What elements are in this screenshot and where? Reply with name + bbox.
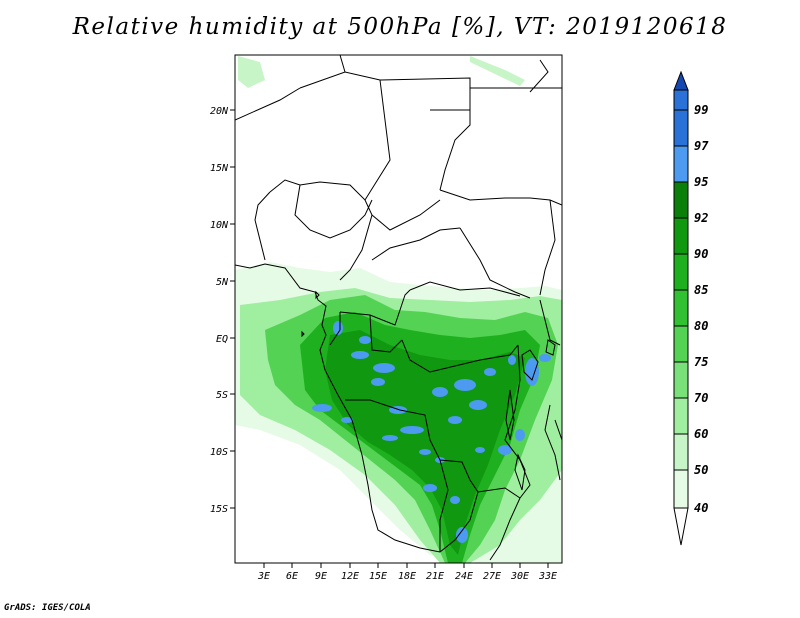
lon-axis: 3E 6E 9E 12E 15E 18E 21E 24E 27E 30E 33E xyxy=(257,563,557,582)
lat-label-15s: 15S xyxy=(210,504,228,515)
lat-label-5n: 5N xyxy=(216,277,229,288)
lon-label-9e: 9E xyxy=(315,571,327,582)
humidity-field xyxy=(235,56,562,563)
colorbar-swatch-70 xyxy=(673,361,689,399)
colorbar-swatch-50 xyxy=(673,433,689,471)
colorbar-label-70: 70 xyxy=(694,391,708,405)
lat-label-10s: 10S xyxy=(210,447,228,458)
colorbar-swatch-97 xyxy=(673,109,689,147)
colorbar-label-99: 99 xyxy=(694,103,708,117)
lon-label-15e: 15E xyxy=(369,571,387,582)
colorbar-swatch-97-99 xyxy=(673,89,689,111)
lon-label-18e: 18E xyxy=(398,571,416,582)
lat-label-15n: 15N xyxy=(210,163,229,174)
colorbar-swatch-92 xyxy=(673,181,689,219)
map-frame xyxy=(234,54,563,564)
colorbar-swatch-60 xyxy=(673,397,689,435)
colorbar-label-75: 75 xyxy=(694,355,708,369)
colorbar-label-95: 95 xyxy=(694,175,708,189)
colorbar-swatch-40 xyxy=(673,469,689,509)
lon-label-12e: 12E xyxy=(341,571,359,582)
lon-label-6e: 6E xyxy=(286,571,298,582)
colorbar-swatch-80 xyxy=(673,289,689,327)
lon-label-33e: 33E xyxy=(538,571,557,582)
lon-label-3e: 3E xyxy=(257,571,270,582)
colorbar-label-92: 92 xyxy=(694,211,708,225)
colorbar-label-97: 97 xyxy=(694,139,709,153)
colorbar-label-80: 80 xyxy=(694,319,708,333)
colorbar-label-60: 60 xyxy=(694,427,708,441)
rh-95-patches xyxy=(312,321,551,543)
lat-label-5s: 5S xyxy=(216,390,228,401)
colorbar-label-90: 90 xyxy=(694,247,708,261)
lon-label-24e: 24E xyxy=(455,571,473,582)
chart-title: Relative humidity at 500hPa [%], VT: 201… xyxy=(72,14,728,40)
colorbar-swatch-85 xyxy=(673,253,689,291)
colorbar-label-40: 40 xyxy=(694,501,708,515)
colorbar-swatch-90 xyxy=(673,217,689,255)
lon-label-27e: 27E xyxy=(483,571,501,582)
lat-label-10n: 10N xyxy=(210,220,229,231)
colorbar-swatch-95 xyxy=(673,145,689,183)
colorbar: 99 97 95 92 90 85 80 75 70 60 50 40 xyxy=(673,70,709,546)
country-borders xyxy=(235,55,562,561)
lon-label-21e: 21E xyxy=(426,571,444,582)
colorbar-label-85: 85 xyxy=(694,283,708,297)
colorbar-top-arrow xyxy=(673,70,689,91)
lon-label-30e: 30E xyxy=(510,571,529,582)
lat-label-eq: EQ xyxy=(216,334,228,345)
colorbar-swatch-75 xyxy=(673,325,689,363)
colorbar-bottom-arrow xyxy=(673,507,689,546)
lat-axis: 20N 15N 10N 5N EQ 5S 10S 15S xyxy=(210,106,235,515)
colorbar-label-50: 50 xyxy=(694,463,708,477)
lat-label-20n: 20N xyxy=(210,106,229,117)
grads-credit: GrADS: IGES/COLA xyxy=(4,603,91,613)
